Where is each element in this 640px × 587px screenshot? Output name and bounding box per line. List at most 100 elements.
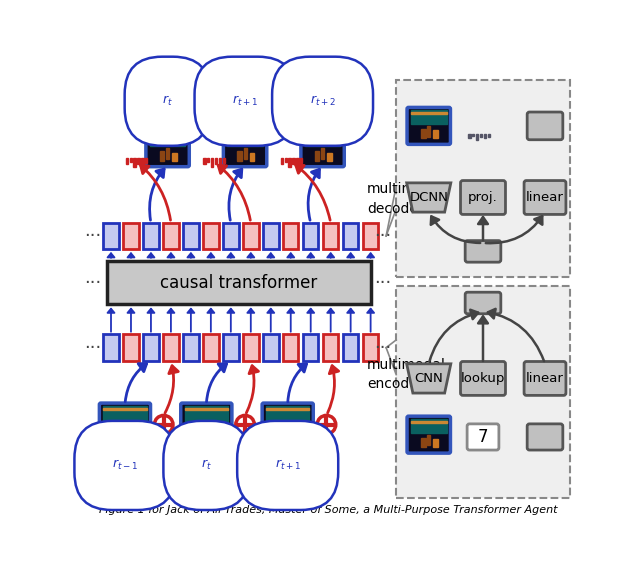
Text: DCNN: DCNN bbox=[410, 191, 448, 204]
Bar bbox=[103, 406, 147, 423]
Polygon shape bbox=[406, 183, 451, 212]
Polygon shape bbox=[406, 364, 451, 393]
FancyBboxPatch shape bbox=[467, 424, 499, 450]
Text: CNN: CNN bbox=[414, 372, 443, 385]
Bar bbox=[323, 334, 339, 361]
Bar bbox=[138, 158, 140, 164]
Text: Figure 1 for Jack of All Trades, Master of Some, a Multi-Purpose Transformer Age: Figure 1 for Jack of All Trades, Master … bbox=[99, 505, 557, 515]
Bar bbox=[286, 426, 290, 438]
Bar bbox=[303, 222, 319, 249]
Bar bbox=[223, 158, 225, 163]
Bar bbox=[103, 408, 147, 410]
FancyBboxPatch shape bbox=[524, 362, 566, 396]
Bar bbox=[160, 151, 164, 160]
Text: ···: ··· bbox=[84, 227, 101, 245]
Bar bbox=[468, 134, 470, 138]
Bar bbox=[143, 334, 159, 361]
Bar bbox=[281, 158, 283, 164]
Bar bbox=[107, 261, 371, 303]
Bar bbox=[219, 158, 221, 165]
Bar bbox=[184, 408, 228, 410]
FancyBboxPatch shape bbox=[99, 403, 150, 446]
FancyBboxPatch shape bbox=[262, 403, 313, 446]
Bar bbox=[143, 222, 159, 249]
Bar bbox=[243, 334, 259, 361]
Bar bbox=[141, 158, 143, 165]
Bar bbox=[283, 334, 298, 361]
Bar bbox=[183, 334, 198, 361]
Text: $r_{t+2}$: $r_{t+2}$ bbox=[310, 94, 335, 108]
Text: ···: ··· bbox=[84, 339, 101, 357]
Bar bbox=[433, 439, 438, 447]
Bar bbox=[285, 158, 287, 162]
Text: proj.: proj. bbox=[468, 191, 498, 204]
Text: multimodal
decoder: multimodal decoder bbox=[367, 183, 445, 216]
FancyBboxPatch shape bbox=[461, 362, 506, 396]
Bar bbox=[294, 433, 300, 440]
FancyBboxPatch shape bbox=[180, 403, 232, 446]
Bar bbox=[480, 134, 482, 137]
Text: causal transformer: causal transformer bbox=[160, 274, 317, 292]
Bar bbox=[183, 222, 198, 249]
Bar bbox=[343, 334, 358, 361]
Bar bbox=[223, 334, 239, 361]
Bar bbox=[223, 222, 239, 249]
Bar bbox=[411, 110, 447, 124]
Bar bbox=[411, 421, 447, 423]
Bar bbox=[244, 148, 246, 159]
Bar bbox=[134, 158, 136, 167]
Bar bbox=[321, 148, 324, 159]
Bar bbox=[114, 429, 120, 440]
Text: ···: ··· bbox=[374, 339, 391, 357]
Bar bbox=[250, 153, 254, 160]
Bar bbox=[195, 429, 202, 440]
Bar bbox=[131, 433, 136, 440]
Bar bbox=[300, 158, 303, 163]
FancyBboxPatch shape bbox=[461, 181, 506, 214]
Bar bbox=[204, 158, 205, 164]
Bar bbox=[292, 158, 294, 164]
Bar bbox=[323, 222, 339, 249]
Bar bbox=[421, 438, 426, 447]
Bar bbox=[103, 222, 119, 249]
Bar bbox=[163, 334, 179, 361]
Bar bbox=[172, 153, 177, 160]
Text: ···: ··· bbox=[84, 274, 101, 292]
FancyBboxPatch shape bbox=[223, 128, 267, 167]
Bar bbox=[212, 433, 218, 440]
Bar bbox=[263, 222, 278, 249]
Bar bbox=[305, 133, 340, 135]
Text: ···: ··· bbox=[374, 274, 391, 292]
Bar bbox=[433, 130, 438, 138]
Text: lookup: lookup bbox=[461, 372, 505, 385]
FancyBboxPatch shape bbox=[407, 416, 451, 453]
Bar bbox=[124, 426, 127, 438]
Bar bbox=[205, 426, 209, 438]
Bar bbox=[125, 158, 128, 164]
Text: ···: ··· bbox=[374, 227, 391, 245]
Bar bbox=[215, 158, 217, 164]
Bar bbox=[203, 222, 219, 249]
Bar bbox=[266, 408, 309, 410]
Bar bbox=[303, 334, 319, 361]
Bar bbox=[150, 133, 186, 135]
Bar bbox=[263, 334, 278, 361]
Text: linear: linear bbox=[526, 372, 564, 385]
Text: $r_{t-1}$: $r_{t-1}$ bbox=[112, 458, 138, 473]
Bar bbox=[411, 112, 447, 114]
Text: 7: 7 bbox=[477, 428, 488, 446]
Bar bbox=[363, 222, 378, 249]
Bar bbox=[129, 158, 132, 162]
Bar bbox=[343, 222, 358, 249]
Bar bbox=[103, 334, 119, 361]
Bar bbox=[184, 406, 228, 423]
Bar bbox=[166, 148, 169, 159]
Bar bbox=[124, 334, 139, 361]
Bar bbox=[396, 80, 570, 277]
Bar bbox=[266, 406, 309, 423]
FancyBboxPatch shape bbox=[301, 128, 344, 167]
FancyBboxPatch shape bbox=[465, 241, 501, 262]
Bar bbox=[207, 158, 209, 162]
FancyBboxPatch shape bbox=[524, 181, 566, 214]
Bar bbox=[411, 419, 447, 433]
